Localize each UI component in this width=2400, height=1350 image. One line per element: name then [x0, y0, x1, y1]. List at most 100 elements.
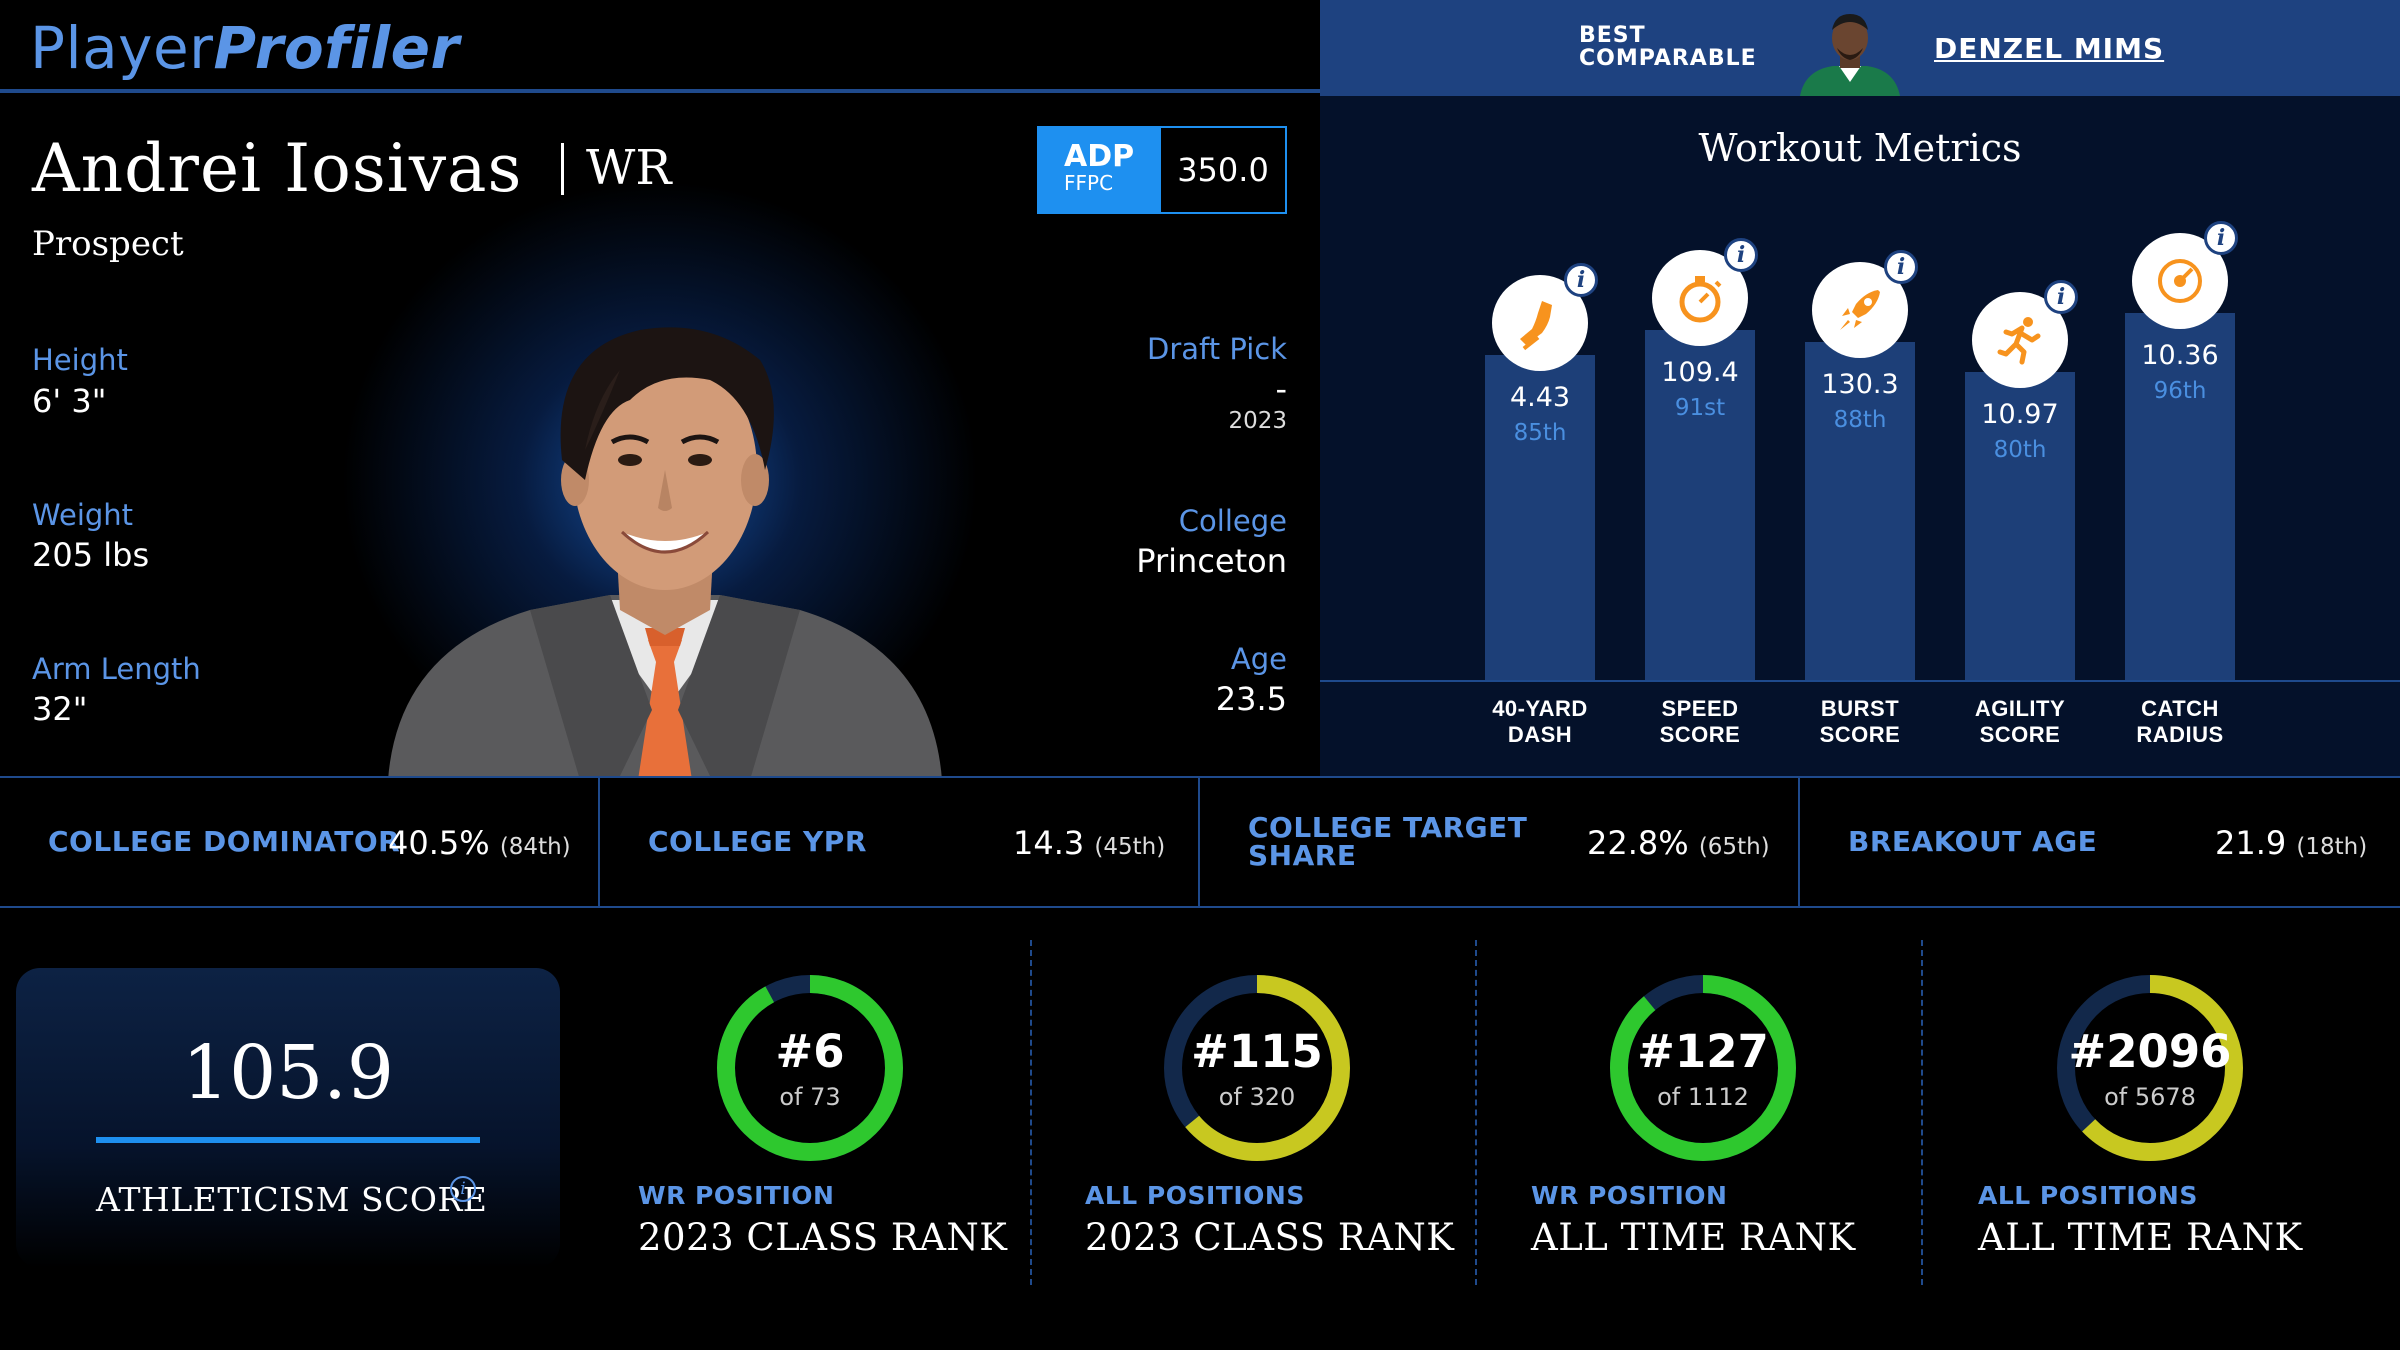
- metric-label: SPEED SCORE: [1659, 696, 1741, 747]
- rank-ring-arc: [2057, 975, 2243, 1161]
- workout-baseline: [1320, 680, 2400, 682]
- logo-part1: Player: [30, 14, 214, 82]
- metric-bar: [1965, 372, 2075, 680]
- rank-divider: [1030, 940, 1032, 1285]
- metric-info-icon[interactable]: i: [2044, 280, 2078, 314]
- college-value: Princeton: [1136, 542, 1287, 580]
- athleticism-info-icon[interactable]: i: [450, 1176, 476, 1202]
- metric-info-icon[interactable]: i: [2204, 221, 2238, 255]
- athleticism-score-value: 105.9: [182, 1030, 394, 1116]
- age-value: 23.5: [1215, 680, 1287, 718]
- metric-value: 4.43: [1509, 382, 1571, 413]
- best-comparable-label: BEST COMPARABLE: [1579, 24, 1757, 70]
- metric-percentile: 80th: [1993, 437, 2047, 463]
- rank-number: #115: [1191, 1025, 1323, 1078]
- weight-label: Weight: [32, 498, 134, 532]
- player-status: Prospect: [32, 224, 184, 264]
- rank-ring: #6 of 73: [715, 973, 905, 1163]
- best-comparable-label-line2: COMPARABLE: [1579, 46, 1757, 71]
- rank-ring-arc: [1164, 975, 1350, 1161]
- height-value: 6' 3": [32, 382, 107, 420]
- metric-percentile: 85th: [1513, 420, 1567, 446]
- metric-percentile: 96th: [2153, 378, 2207, 404]
- rank-number: #2096: [2068, 1025, 2232, 1078]
- rank-title: 2023 CLASS RANK: [1085, 1216, 1455, 1259]
- rank-ring: #115 of 320: [1162, 973, 1352, 1163]
- metric-label: CATCH RADIUS: [2136, 696, 2224, 747]
- metric-label: BURST SCORE: [1819, 696, 1901, 747]
- best-comparable-label-line1: BEST: [1579, 23, 1646, 48]
- rank-subtitle: ALL POSITIONS: [1085, 1181, 1305, 1210]
- college-stats-strip: [0, 776, 2400, 908]
- college-dominator-value: 40.5% (84th): [388, 824, 571, 862]
- rank-subtitle: ALL POSITIONS: [1978, 1181, 2198, 1210]
- adp-label: ADP: [1064, 139, 1135, 174]
- height-label: Height: [32, 343, 128, 377]
- athleticism-score-label: ATHLETICISM SCORE: [96, 1180, 488, 1219]
- rank-total: of 1112: [1657, 1083, 1749, 1111]
- metric-bar: [1645, 330, 1755, 680]
- adp-value: 350.0: [1177, 151, 1269, 189]
- workout-metrics-title: Workout Metrics: [1698, 126, 2022, 170]
- metric-label: AGILITY SCORE: [1974, 696, 2066, 747]
- age-label: Age: [1230, 642, 1287, 676]
- college-ypr-label: COLLEGE YPR: [648, 825, 867, 858]
- rank-total: of 320: [1218, 1083, 1296, 1111]
- metric-info-icon[interactable]: i: [1564, 263, 1598, 297]
- metric-value: 10.97: [1981, 399, 2059, 430]
- adp-source: FFPC: [1064, 171, 1114, 195]
- metric-bar: [1805, 342, 1915, 680]
- player-photo: [380, 310, 950, 780]
- logo-bar: [0, 0, 1320, 93]
- breakout-age-value: 21.9 (18th): [2215, 824, 2368, 862]
- rank-ring-arc: [1610, 975, 1796, 1161]
- rank-total: of 5678: [2104, 1083, 2196, 1111]
- rank-title: ALL TIME RANK: [1978, 1216, 2303, 1259]
- rank-ring: #127 of 1112: [1608, 973, 1798, 1163]
- rank-total: of 73: [779, 1083, 841, 1111]
- metric-bar: [2125, 313, 2235, 680]
- metric-label: 40-YARD DASH: [1492, 696, 1588, 747]
- metric-bar: [1485, 355, 1595, 680]
- college-ypr-value: 14.3 (45th): [1013, 824, 1166, 862]
- weight-value: 205 lbs: [32, 536, 150, 574]
- metric-info-icon[interactable]: i: [1724, 238, 1758, 272]
- athleticism-underline: [96, 1137, 480, 1143]
- rank-subtitle: WR POSITION: [638, 1181, 835, 1210]
- arm-length-value: 32": [32, 690, 88, 728]
- rank-divider: [1475, 940, 1477, 1285]
- metric-info-icon[interactable]: i: [1884, 250, 1918, 284]
- metric-value: 10.36: [2141, 340, 2219, 371]
- metric-percentile: 88th: [1833, 407, 1887, 433]
- rank-ring: #2096 of 5678: [2055, 973, 2245, 1163]
- college-dominator-label: COLLEGE DOMINATOR: [48, 825, 401, 858]
- rank-title: 2023 CLASS RANK: [638, 1216, 1008, 1259]
- rank-number: #127: [1637, 1025, 1769, 1078]
- player-position: WR: [586, 140, 672, 196]
- college-target-share-value: 22.8% (65th): [1587, 824, 1770, 862]
- player-name: Andrei Iosivas: [32, 130, 523, 207]
- draft-pick-value: -: [1275, 370, 1287, 408]
- rank-subtitle: WR POSITION: [1531, 1181, 1728, 1210]
- logo[interactable]: PlayerProfiler: [30, 14, 460, 82]
- comparable-player-link[interactable]: DENZEL MIMS: [1934, 32, 2165, 65]
- logo-part2: Profiler: [213, 14, 460, 82]
- stat-divider: [1198, 778, 1200, 906]
- adp-badge: ADP FFPC 350.0: [1037, 126, 1287, 214]
- adp-label-box: ADP FFPC: [1039, 128, 1161, 212]
- breakout-age-label: BREAKOUT AGE: [1848, 825, 2098, 858]
- rank-ring-arc: [717, 975, 903, 1161]
- name-divider: [561, 143, 564, 195]
- metric-percentile: 91st: [1674, 395, 1726, 421]
- comparable-player-photo: [1795, 8, 1905, 96]
- rank-title: ALL TIME RANK: [1531, 1216, 1856, 1259]
- arm-length-label: Arm Length: [32, 652, 201, 686]
- stat-divider: [1798, 778, 1800, 906]
- stat-divider: [598, 778, 600, 906]
- draft-pick-label: Draft Pick: [1147, 332, 1287, 366]
- college-target-share-label: COLLEGE TARGET SHARE: [1248, 811, 1528, 872]
- rank-number: #6: [775, 1025, 845, 1078]
- draft-year: 2023: [1228, 408, 1287, 434]
- rank-divider: [1921, 940, 1923, 1285]
- college-label: College: [1178, 504, 1287, 538]
